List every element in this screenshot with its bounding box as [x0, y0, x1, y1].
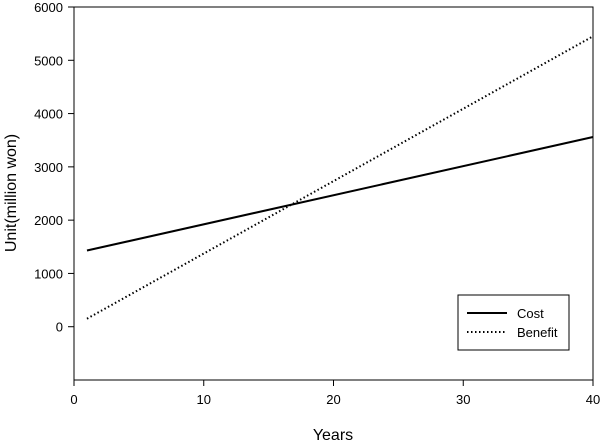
series-line-benefit — [86, 35, 594, 320]
y-axis-ticks: 0 1000 2000 3000 4000 5000 6000 — [34, 0, 74, 335]
legend-box — [457, 294, 570, 351]
x-tick-label: 30 — [456, 392, 470, 407]
y-tick-label: 3000 — [34, 160, 63, 175]
x-axis-ticks: 0 10 20 30 40 — [70, 380, 600, 407]
legend-label-benefit: Benefit — [517, 325, 558, 340]
y-tick-label: 5000 — [34, 53, 63, 68]
y-tick-label: 4000 — [34, 107, 63, 122]
x-axis-title: Years — [313, 427, 353, 444]
y-tick-label: 6000 — [34, 0, 63, 15]
legend: Cost Benefit — [457, 294, 570, 351]
x-tick-label: 0 — [70, 392, 77, 407]
y-tick-label: 1000 — [34, 266, 63, 281]
series-layer — [86, 35, 594, 320]
y-tick-label: 2000 — [34, 213, 63, 228]
y-axis-title: Unit(million won) — [3, 134, 20, 252]
x-tick-label: 20 — [326, 392, 340, 407]
x-tick-label: 10 — [197, 392, 211, 407]
legend-label-cost: Cost — [517, 306, 544, 321]
y-tick-label: 0 — [56, 320, 63, 335]
series-line-cost — [86, 136, 594, 252]
x-tick-label: 40 — [586, 392, 600, 407]
